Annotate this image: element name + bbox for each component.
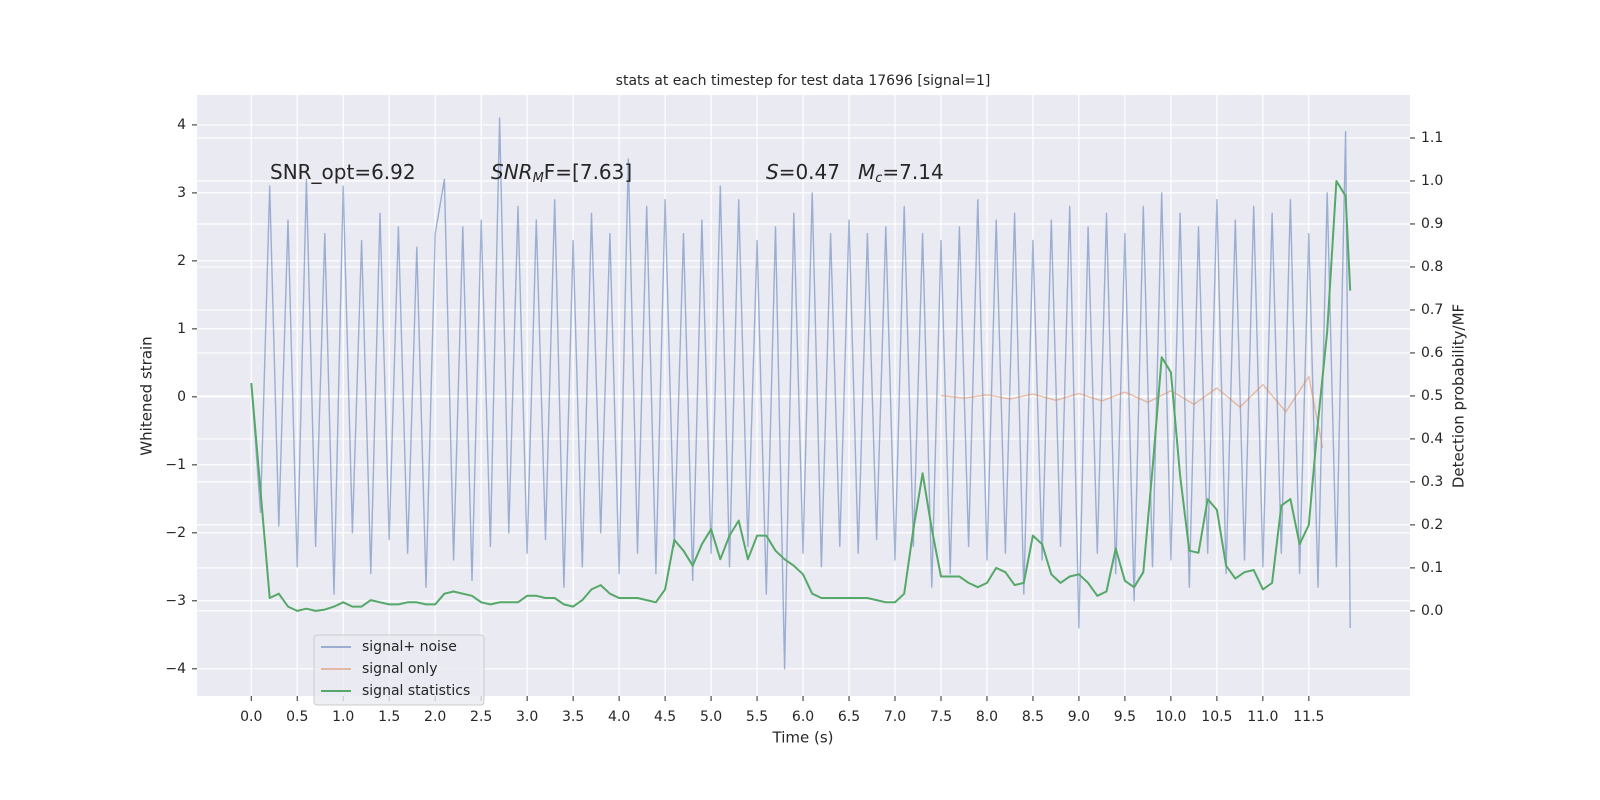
annotation-main: SNR_opt=6.92 bbox=[270, 160, 416, 184]
x-tick-label: 7.5 bbox=[930, 709, 952, 725]
x-tick-label: 1.5 bbox=[378, 709, 400, 725]
annotation-main: SNR bbox=[491, 160, 533, 184]
annotation: SNR_opt=6.92 bbox=[270, 160, 416, 184]
annotation-main: M bbox=[858, 160, 875, 184]
y-tick-label: 1 bbox=[177, 321, 186, 337]
y2-tick-label: 0.3 bbox=[1421, 474, 1443, 490]
series-line bbox=[250, 117, 1351, 670]
annotation: Mc=7.14 bbox=[858, 160, 944, 186]
y2-tick-label: 0.1 bbox=[1421, 560, 1443, 576]
x-tick-label: 0.0 bbox=[240, 709, 262, 725]
x-tick-label: 3.0 bbox=[516, 709, 538, 725]
series-line bbox=[940, 375, 1324, 448]
y-tick-label: −2 bbox=[165, 525, 186, 541]
y-tick-label: 4 bbox=[177, 117, 186, 133]
y2-tick-label: 1.1 bbox=[1421, 130, 1443, 146]
legend-label: signal+ noise bbox=[362, 639, 457, 655]
annotation-rest: =7.14 bbox=[882, 160, 943, 184]
x-tick-label: 11.5 bbox=[1293, 709, 1324, 725]
x-axis-label: Time (s) bbox=[772, 729, 834, 747]
y-tick-label: 3 bbox=[177, 185, 186, 201]
y2-tick-label: 0.7 bbox=[1421, 302, 1443, 318]
y2-tick-label: 0.6 bbox=[1421, 345, 1443, 361]
y-axis-label: Whitened strain bbox=[138, 336, 156, 455]
x-tick-label: 1.0 bbox=[332, 709, 354, 725]
x-tick-label: 2.0 bbox=[424, 709, 446, 725]
x-tick-label: 4.5 bbox=[654, 709, 676, 725]
x-tick-label: 10.5 bbox=[1201, 709, 1232, 725]
y-tick-label: 0 bbox=[177, 389, 186, 405]
x-tick-label: 6.0 bbox=[792, 709, 814, 725]
x-tick-label: 4.0 bbox=[608, 709, 630, 725]
y2-tick-label: 0.0 bbox=[1421, 603, 1443, 619]
x-tick-label: 8.5 bbox=[1022, 709, 1044, 725]
x-tick-label: 11.0 bbox=[1247, 709, 1278, 725]
x-tick-label: 7.0 bbox=[884, 709, 906, 725]
annotation: SNRMF=[7.63] bbox=[491, 160, 632, 186]
legend-frame bbox=[313, 634, 485, 706]
y-tick-label: −1 bbox=[165, 457, 186, 473]
y2-tick-label: 0.4 bbox=[1421, 431, 1443, 447]
legend-label: signal only bbox=[362, 661, 437, 677]
y2-tick-label: 0.5 bbox=[1421, 388, 1443, 404]
x-tick-label: 8.0 bbox=[976, 709, 998, 725]
y2-axis-label: Detection probability/MF bbox=[1450, 304, 1468, 488]
x-tick-label: 5.0 bbox=[700, 709, 722, 725]
x-tick-label: 5.5 bbox=[746, 709, 768, 725]
annotation-rest: =0.47 bbox=[779, 160, 840, 184]
y2-tick-label: 1.0 bbox=[1421, 173, 1443, 189]
legend-label: signal statistics bbox=[362, 683, 470, 699]
annotation-rest: F=[7.63] bbox=[544, 160, 632, 184]
x-tick-label: 2.5 bbox=[470, 709, 492, 725]
y-tick-label: −3 bbox=[165, 593, 186, 609]
x-tick-label: 9.0 bbox=[1068, 709, 1090, 725]
series-line bbox=[250, 180, 1352, 612]
chart-title: stats at each timestep for test data 176… bbox=[616, 73, 991, 89]
y-tick-label: 2 bbox=[177, 253, 186, 269]
x-tick-label: 0.5 bbox=[286, 709, 308, 725]
x-tick-label: 10.0 bbox=[1155, 709, 1186, 725]
x-tick-label: 9.5 bbox=[1114, 709, 1136, 725]
y2-tick-label: 0.2 bbox=[1421, 517, 1443, 533]
annotation-sub: M bbox=[533, 171, 544, 186]
y2-tick-label: 0.8 bbox=[1421, 259, 1443, 275]
x-tick-label: 3.5 bbox=[562, 709, 584, 725]
y-tick-label: −4 bbox=[165, 661, 186, 677]
annotation: S=0.47 bbox=[766, 160, 840, 184]
x-tick-label: 6.5 bbox=[838, 709, 860, 725]
annotation-main: S bbox=[766, 160, 779, 184]
y2-tick-label: 0.9 bbox=[1421, 216, 1443, 232]
annotation-sub: c bbox=[875, 171, 882, 186]
